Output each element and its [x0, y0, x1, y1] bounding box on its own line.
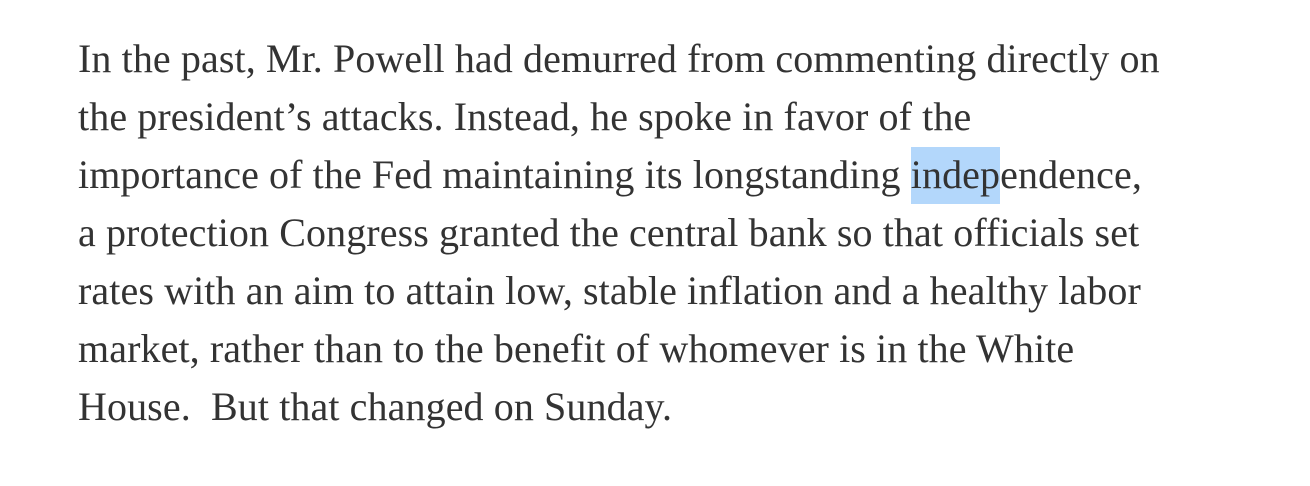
line-text: endence,	[1000, 152, 1142, 197]
paragraph-line: rates with an aim to attain low, stable …	[78, 262, 1288, 320]
paragraph-line: House. But that changed on Sunday.	[78, 378, 1288, 436]
paragraph-line: a protection Congress granted the centra…	[78, 204, 1288, 262]
line-text: the president’s attacks. Instead, he spo…	[78, 94, 972, 139]
line-text: market, rather than to the benefit of wh…	[78, 326, 1075, 371]
line-text: a protection Congress granted the centra…	[78, 210, 1140, 255]
line-text: importance of the Fed maintaining its lo…	[78, 152, 911, 197]
line-text: In the past, Mr. Powell had demurred fro…	[78, 36, 1160, 81]
article-paragraph: In the past, Mr. Powell had demurred fro…	[78, 30, 1288, 436]
paragraph-line: the president’s attacks. Instead, he spo…	[78, 88, 1288, 146]
text-selection-highlight[interactable]: indep	[910, 147, 1001, 204]
line-text: rates with an aim to attain low, stable …	[78, 268, 1141, 313]
paragraph-line: In the past, Mr. Powell had demurred fro…	[78, 30, 1288, 88]
paragraph-line: importance of the Fed maintaining its lo…	[78, 146, 1288, 204]
paragraph-line: market, rather than to the benefit of wh…	[78, 320, 1288, 378]
line-text: House. But that changed on Sunday.	[78, 384, 673, 429]
